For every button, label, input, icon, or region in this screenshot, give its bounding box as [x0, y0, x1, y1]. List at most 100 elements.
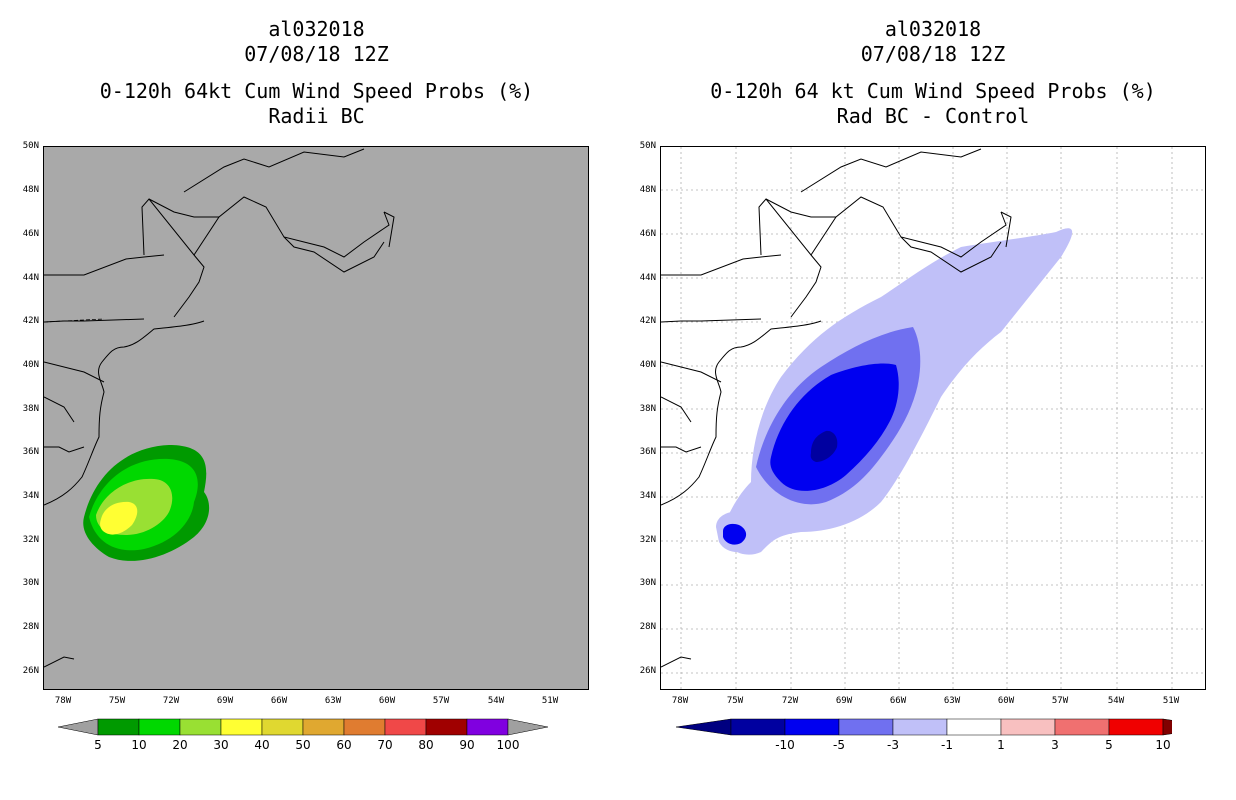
colorbar-high-end	[507, 718, 549, 736]
colorbar-label: 10	[131, 738, 147, 752]
colorbar-swatch	[220, 718, 263, 736]
colorbar-swatch	[838, 718, 894, 736]
left-probability-map	[43, 146, 589, 690]
lat-label: 48N	[22, 185, 39, 195]
lon-label: 75W	[108, 696, 126, 706]
colorbar-label: 90	[459, 738, 475, 752]
colorbar-swatch	[1108, 718, 1164, 736]
colorbar-label: 70	[377, 738, 393, 752]
left-map-graphics	[44, 148, 395, 668]
state-borders	[44, 318, 105, 323]
lat-label: 28N	[639, 622, 656, 632]
colorbar-label: 1	[997, 738, 1005, 752]
lat-label: 26N	[22, 666, 39, 676]
lat-label: 44N	[22, 273, 39, 283]
colorbar-low-end	[676, 718, 732, 736]
lon-label: 63W	[324, 696, 342, 706]
lon-label: 72W	[781, 696, 799, 706]
lon-label: 63W	[943, 696, 961, 706]
lat-label: 36N	[22, 447, 39, 457]
colorbar-swatch	[946, 718, 1002, 736]
lon-label: 66W	[270, 696, 288, 706]
colorbar-label: 5	[94, 738, 102, 752]
colorbar-swatch	[425, 718, 468, 736]
lon-label: 75W	[726, 696, 744, 706]
lon-label: 54W	[487, 696, 505, 706]
colorbar-swatch	[784, 718, 840, 736]
lon-label: 51W	[1162, 696, 1180, 706]
lon-label: 66W	[889, 696, 907, 706]
lat-label: 42N	[22, 316, 39, 326]
coastline-right	[661, 148, 1012, 668]
right-panel-title: al032018 07/08/18 12Z 0-120h 64 kt Cum W…	[660, 17, 1206, 129]
lon-label: 51W	[541, 696, 559, 706]
colorbar-label: 50	[295, 738, 311, 752]
left-title-line3: 0-120h 64kt Cum Wind Speed Probs (%)	[99, 79, 534, 103]
lat-label: 32N	[639, 535, 656, 545]
diff-small-minus5	[723, 523, 747, 545]
diff-minus10-contour	[810, 430, 838, 462]
colorbar-label: -5	[833, 738, 845, 752]
right-difference-map	[660, 146, 1206, 690]
colorbar-low-end	[58, 718, 99, 736]
lat-label: 50N	[639, 141, 656, 151]
lon-label: 69W	[835, 696, 853, 706]
lat-label: 46N	[22, 229, 39, 239]
lat-label: 48N	[639, 185, 656, 195]
colorbar-label: -3	[887, 738, 899, 752]
colorbar-label: 60	[336, 738, 352, 752]
colorbar-swatch	[1054, 718, 1110, 736]
colorbar-label: 20	[172, 738, 188, 752]
colorbar-label: -10	[775, 738, 795, 752]
colorbar-swatch	[466, 718, 509, 736]
left-colorbar	[58, 718, 549, 736]
colorbar-swatch	[261, 718, 304, 736]
lat-label: 28N	[22, 622, 39, 632]
lat-label: 42N	[639, 316, 656, 326]
left-panel-title: al032018 07/08/18 12Z 0-120h 64kt Cum Wi…	[44, 17, 589, 129]
lon-label: 60W	[378, 696, 396, 706]
right-colorbar	[676, 718, 1172, 736]
colorbar-swatch	[730, 718, 786, 736]
lon-label: 57W	[432, 696, 450, 706]
colorbar-swatch	[1000, 718, 1056, 736]
colorbar-swatch	[384, 718, 427, 736]
right-title-line2: 07/08/18 12Z	[860, 42, 1006, 66]
colorbar-label: 100	[496, 738, 520, 752]
lon-label: 78W	[671, 696, 689, 706]
colorbar-label: 40	[254, 738, 270, 752]
colorbar-swatch	[97, 718, 140, 736]
grid	[661, 147, 1205, 689]
lat-label: 46N	[639, 229, 656, 239]
lat-label: 26N	[639, 666, 656, 676]
right-map-graphics	[661, 147, 1205, 689]
diff-minus5-contour	[770, 363, 899, 491]
colorbar-swatch	[302, 718, 345, 736]
lon-label: 69W	[216, 696, 234, 706]
lat-label: 30N	[639, 578, 656, 588]
lon-label: 72W	[162, 696, 180, 706]
left-title-line1: al032018	[268, 17, 365, 41]
left-title-line2: 07/08/18 12Z	[244, 42, 389, 66]
lon-label: 57W	[1051, 696, 1069, 706]
colorbar-label: 80	[418, 738, 434, 752]
left-title-line4: Radii BC	[268, 104, 365, 128]
colorbar-label: 10	[1155, 738, 1171, 752]
lat-label: 50N	[22, 141, 39, 151]
lon-label: 78W	[54, 696, 72, 706]
lat-label: 44N	[639, 273, 656, 283]
lat-label: 34N	[639, 491, 656, 501]
lat-label: 40N	[639, 360, 656, 370]
lat-label: 30N	[22, 578, 39, 588]
right-title-line3: 0-120h 64 kt Cum Wind Speed Probs (%)	[710, 79, 1156, 103]
colorbar-swatch	[179, 718, 222, 736]
coastline	[44, 148, 395, 668]
colorbar-label: 5	[1105, 738, 1113, 752]
lat-label: 36N	[639, 447, 656, 457]
colorbar-label: 30	[213, 738, 229, 752]
colorbar-swatch	[892, 718, 948, 736]
colorbar-swatch	[138, 718, 181, 736]
colorbar-high-end	[1162, 718, 1172, 736]
right-title-line1: al032018	[884, 17, 982, 41]
colorbar-swatch	[343, 718, 386, 736]
